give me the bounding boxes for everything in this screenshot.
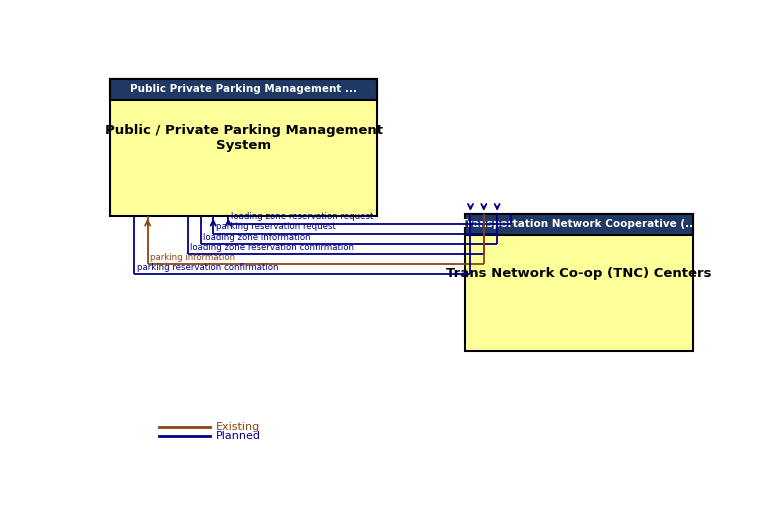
Text: Planned: Planned — [216, 431, 262, 441]
Text: Existing: Existing — [216, 422, 261, 432]
Text: loading zone reservation request: loading zone reservation request — [231, 212, 373, 221]
Text: parking reservation request: parking reservation request — [215, 222, 335, 232]
Bar — [110, 79, 377, 100]
Bar — [465, 214, 693, 235]
Text: Transportation Network Cooperative (...: Transportation Network Cooperative (... — [460, 219, 697, 229]
Text: Public Private Parking Management ...: Public Private Parking Management ... — [130, 84, 357, 94]
Text: parking information: parking information — [150, 253, 235, 262]
Text: Public / Private Parking Management
System: Public / Private Parking Management Syst… — [104, 124, 383, 152]
Text: Trans Network Co-op (TNC) Centers: Trans Network Co-op (TNC) Centers — [446, 267, 712, 280]
Bar — [110, 79, 377, 216]
Text: parking reservation confirmation: parking reservation confirmation — [137, 263, 278, 272]
Text: loading zone reservation confirmation: loading zone reservation confirmation — [190, 243, 354, 252]
Text: loading zone information: loading zone information — [204, 233, 311, 242]
Bar — [465, 214, 693, 351]
